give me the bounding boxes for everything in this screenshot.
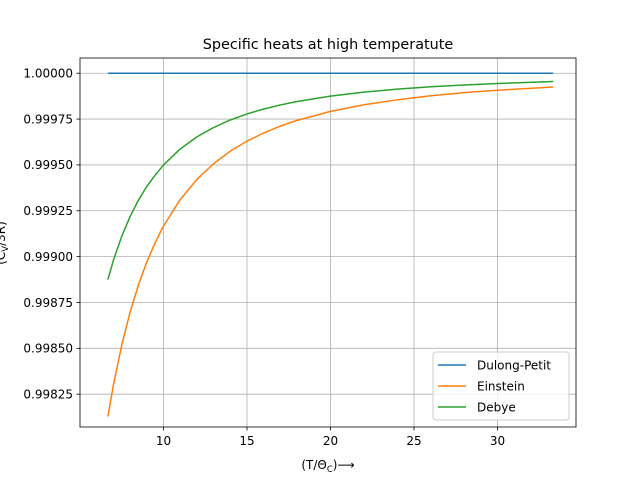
chart-title: Specific heats at high temperatute <box>203 37 454 53</box>
series-line-einstein <box>107 86 554 417</box>
y-tick-label: 0.99950 <box>23 158 73 172</box>
x-tick-label: 20 <box>323 434 338 448</box>
y-axis-label: (CV/3R) <box>0 221 11 265</box>
x-tick-label: 10 <box>156 434 171 448</box>
y-axis-ticks: 0.99825 0.99850 0.99875 0.99900 0.99925 0.999… <box>23 67 80 401</box>
x-tick-label: 25 <box>406 434 421 448</box>
y-tick-label: 0.99850 <box>23 342 73 356</box>
legend: Dulong-Petit Einstein Debye <box>432 351 570 421</box>
x-axis-ticks: 10 15 20 25 30 <box>156 427 505 448</box>
x-tick-label: 15 <box>239 434 254 448</box>
y-tick-label: 0.99825 <box>23 387 73 401</box>
legend-entry-einstein: Einstein <box>438 380 525 394</box>
plot-frame <box>79 57 577 428</box>
legend-label-einstein: Einstein <box>477 380 525 394</box>
y-tick-label: 0.99975 <box>23 112 73 126</box>
series-line-debye <box>107 80 554 280</box>
y-tick-label: 0.99875 <box>23 296 73 310</box>
y-tick-label: 0.99900 <box>23 250 73 264</box>
legend-entry-dulong-petit: Dulong-Petit <box>438 359 551 373</box>
legend-entry-debye: Debye <box>438 401 516 415</box>
x-tick-label: 30 <box>490 434 505 448</box>
grid <box>80 58 576 427</box>
legend-box <box>432 351 570 421</box>
y-tick-label: 1.00000 <box>23 67 73 81</box>
legend-label-debye: Debye <box>477 401 516 415</box>
y-tick-label: 0.99925 <box>23 204 73 218</box>
series-layer <box>107 72 554 417</box>
legend-label-dulong-petit: Dulong-Petit <box>477 359 551 373</box>
x-axis-label: (T/ΘC)⟶ <box>301 458 354 475</box>
